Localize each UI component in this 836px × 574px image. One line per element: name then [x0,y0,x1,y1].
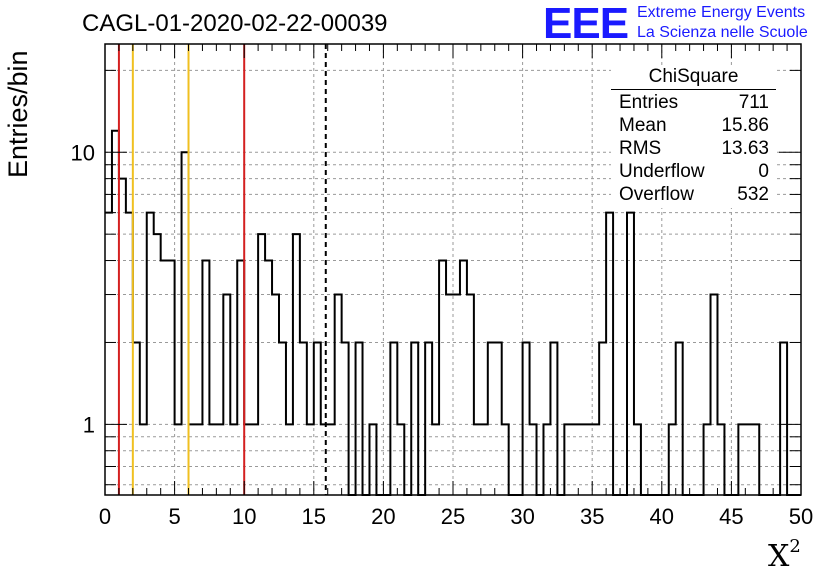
stats-divider [611,89,776,90]
stats-value: 711 [738,92,769,113]
x-axis-ticks: 0 5 10 15 20 25 30 35 40 45 50 [99,44,813,529]
stats-row-overflow: Overflow 532 [619,184,769,206]
x-tick-label: 30 [510,504,534,529]
x-tick-label: 0 [99,504,111,529]
logo-text-line1: Extreme Energy Events [637,4,806,21]
x-tick-label: 45 [719,504,743,529]
x-axis-label-superscript: 2 [789,536,801,557]
stats-row-underflow: Underflow 0 [619,161,769,183]
y-tick-label: 1 [83,412,95,437]
stats-title: ChiSquare [648,66,739,87]
x-axis-label: X2 [768,536,801,574]
x-tick-label: 50 [789,504,813,529]
x-axis-label-base: X [768,539,790,574]
x-tick-label: 40 [650,504,674,529]
x-tick-label: 5 [168,504,180,529]
histogram-outline [105,129,801,496]
stats-key: RMS [619,138,662,159]
chart-title: CAGL-01-2020-02-22-00039 [82,10,388,37]
stats-row-rms: RMS 13.63 [619,138,769,160]
y-axis-ticks: 1 10 [71,69,801,486]
x-tick-label: 25 [441,504,465,529]
x-tick-label: 10 [232,504,256,529]
stats-key: Overflow [619,184,694,205]
histogram-series [105,129,801,496]
eee-logo: EEE [543,0,629,48]
x-tick-label: 15 [302,504,326,529]
x-tick-label: 20 [371,504,395,529]
reference-lines [117,44,327,495]
stats-row-entries: Entries 711 [619,92,769,114]
stats-key: Underflow [619,161,705,182]
stats-box: ChiSquare Entries 711 Mean 15.86 RMS 13.… [611,66,776,208]
stats-value: 15.86 [721,115,769,136]
stats-key: Mean [619,115,667,136]
stats-row-mean: Mean 15.86 [619,115,769,137]
stats-value: 13.63 [721,138,769,159]
logo-text-line2: La Scienza nelle Scuole [637,24,808,41]
stats-key: Entries [619,92,679,113]
stats-value: 0 [758,161,769,182]
stats-value: 532 [737,184,769,205]
y-tick-label: 10 [71,140,95,165]
x-tick-label: 35 [580,504,604,529]
y-axis-label: Entries/bin [3,50,33,178]
